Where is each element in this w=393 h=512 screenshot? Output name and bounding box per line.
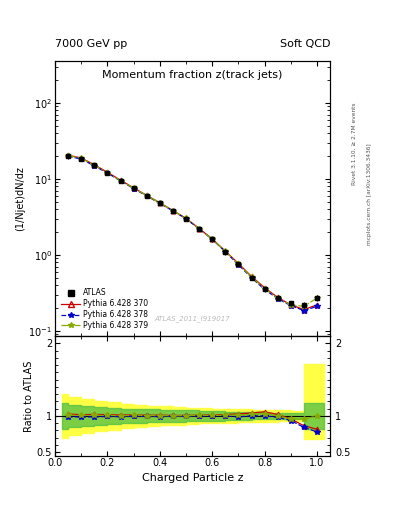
Text: Momentum fraction z(track jets): Momentum fraction z(track jets) (103, 70, 283, 80)
Y-axis label: (1/Njet)dN/dz: (1/Njet)dN/dz (16, 166, 26, 231)
Text: ATLAS_2011_I919017: ATLAS_2011_I919017 (155, 316, 230, 323)
Text: Rivet 3.1.10, ≥ 2.7M events: Rivet 3.1.10, ≥ 2.7M events (352, 102, 357, 185)
Text: mcplots.cern.ch [arXiv:1306.3436]: mcplots.cern.ch [arXiv:1306.3436] (367, 144, 372, 245)
Y-axis label: Ratio to ATLAS: Ratio to ATLAS (24, 360, 34, 432)
Text: Soft QCD: Soft QCD (280, 38, 330, 49)
Legend: ATLAS, Pythia 6.428 370, Pythia 6.428 378, Pythia 6.428 379: ATLAS, Pythia 6.428 370, Pythia 6.428 37… (59, 286, 151, 332)
Text: 7000 GeV pp: 7000 GeV pp (55, 38, 127, 49)
X-axis label: Charged Particle z: Charged Particle z (142, 473, 243, 483)
